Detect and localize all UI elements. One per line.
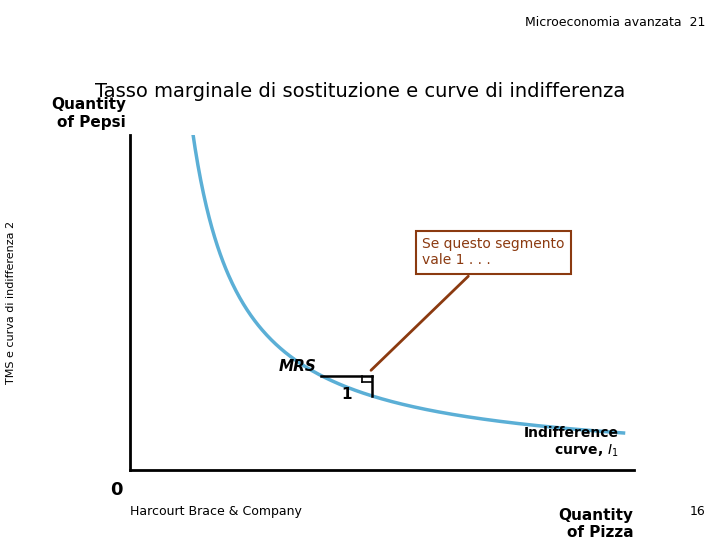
Text: 1: 1 — [341, 387, 351, 402]
Text: Tasso marginale di sostituzione e curve di indifferenza: Tasso marginale di sostituzione e curve … — [95, 82, 625, 102]
Text: Quantity
of Pizza: Quantity of Pizza — [559, 508, 634, 540]
Text: TMS e curva di indifferenza 2: TMS e curva di indifferenza 2 — [6, 221, 16, 384]
Text: MRS: MRS — [278, 359, 316, 374]
Text: Indifference
curve, $I_1$: Indifference curve, $I_1$ — [523, 426, 618, 459]
Text: Microeconomia avanzata  21: Microeconomia avanzata 21 — [525, 16, 706, 29]
Text: 16: 16 — [690, 505, 706, 518]
Text: Se questo segmento
vale 1 . . .: Se questo segmento vale 1 . . . — [371, 237, 564, 370]
Text: Quantity
of Pepsi: Quantity of Pepsi — [51, 97, 126, 130]
Text: Harcourt Brace & Company: Harcourt Brace & Company — [130, 505, 302, 518]
Text: 0: 0 — [110, 481, 122, 498]
